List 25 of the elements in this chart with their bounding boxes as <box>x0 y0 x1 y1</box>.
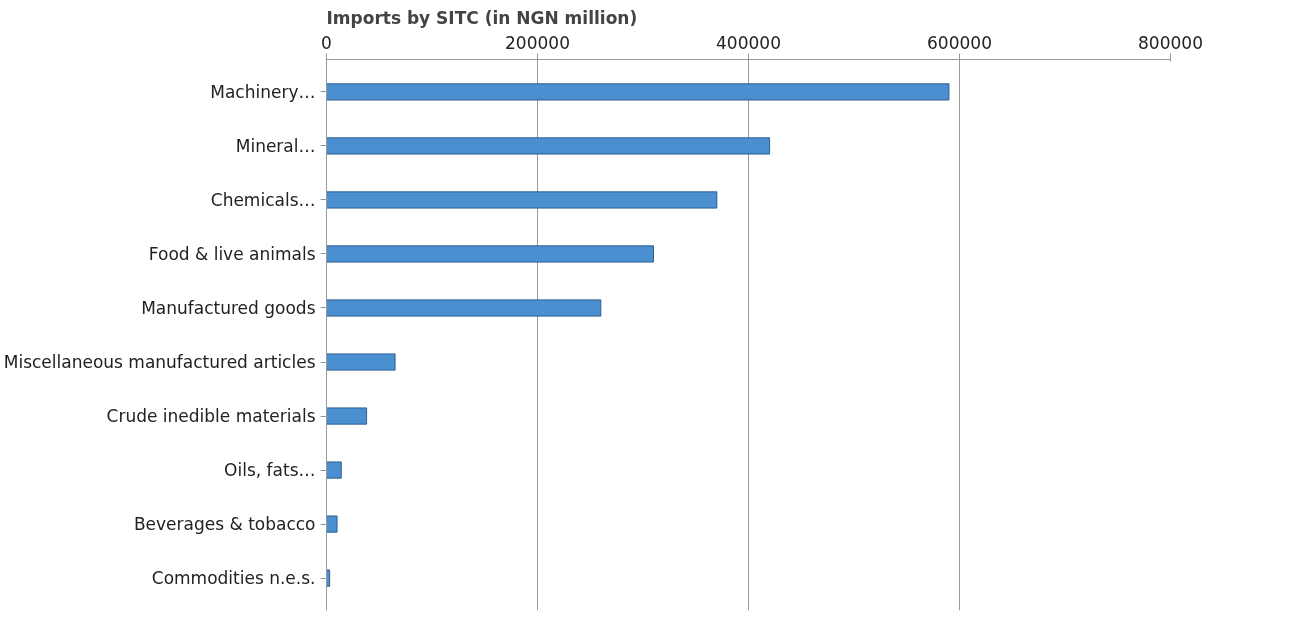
y-tick-label: Chemicals… <box>210 189 316 210</box>
x-tick-label: 0 <box>321 32 332 53</box>
y-tick-label: Beverages & tobacco <box>133 514 316 535</box>
y-tick-label: Machinery… <box>210 81 316 102</box>
bar <box>326 515 338 533</box>
x-tick-label: 800000 <box>1138 32 1203 53</box>
bar <box>326 137 771 155</box>
bar <box>326 83 950 101</box>
bar <box>326 407 368 425</box>
x-tick-label: 400000 <box>716 32 781 53</box>
x-tick-label: 200000 <box>505 32 570 53</box>
y-tick-label: Mineral… <box>235 135 316 156</box>
y-tick-label: Crude inedible materials <box>106 406 316 427</box>
bar <box>326 299 602 317</box>
x-tick-label: 600000 <box>927 32 992 53</box>
bar <box>326 461 342 479</box>
y-tick-label: Oils, fats… <box>224 460 316 481</box>
bar <box>326 353 396 371</box>
y-tick-label: Food & live animals <box>148 243 316 264</box>
bar <box>326 245 655 263</box>
bar <box>326 191 718 209</box>
y-tick-label: Manufactured goods <box>141 297 316 318</box>
chart-title: Imports by SITC (in NGN million) <box>326 7 638 28</box>
y-tick-label: Commodities n.e.s. <box>151 568 316 589</box>
y-tick-label: Miscellaneous manufactured articles <box>3 352 316 373</box>
